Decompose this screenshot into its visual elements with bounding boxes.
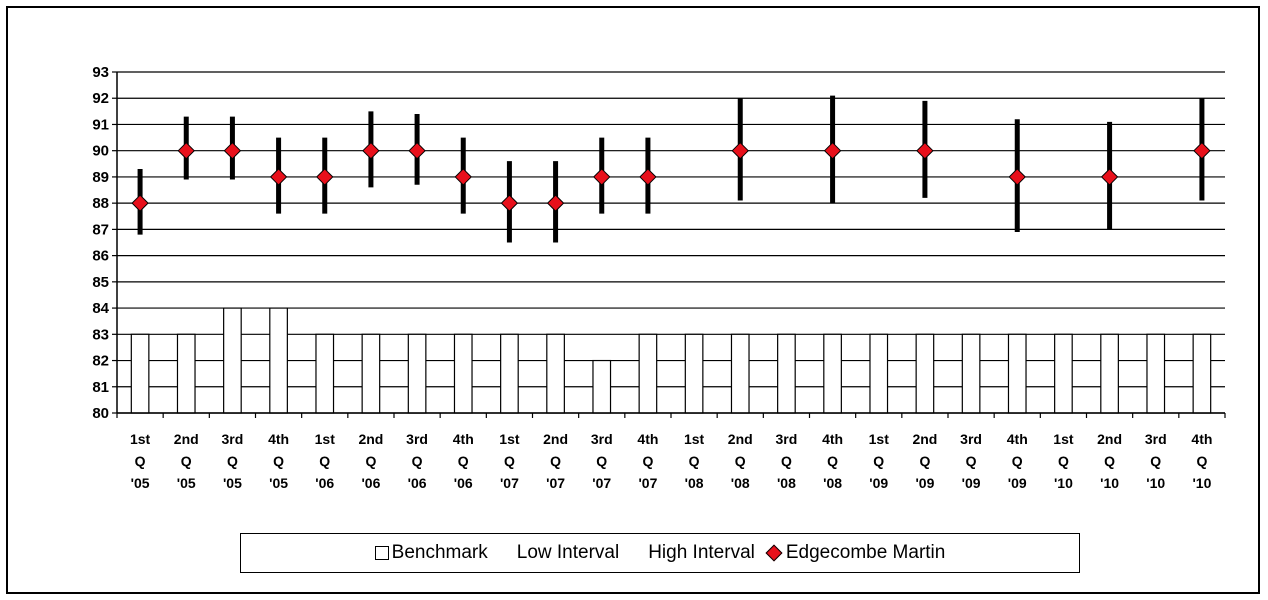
x-category-label: 1st Q '06 xyxy=(315,431,336,491)
legend-label-benchmark: Benchmark xyxy=(391,542,488,563)
x-category-label: 1st Q '10 xyxy=(1053,431,1074,491)
y-tick-label: 93 xyxy=(92,64,109,81)
chart-legend: Benchmark Low Interval High Interval Edg… xyxy=(240,533,1080,573)
benchmark-bar xyxy=(684,333,704,414)
x-category-label: 1st Q '08 xyxy=(684,431,705,491)
x-category-label: 4th Q '09 xyxy=(1007,431,1028,491)
edgecombe-martin-marker xyxy=(316,168,334,186)
benchmark-bar xyxy=(777,333,796,414)
x-category-label: 2nd Q '10 xyxy=(1097,431,1122,491)
legend-item-high-interval: High Interval xyxy=(629,542,755,564)
x-category-label: 1st Q '09 xyxy=(869,431,890,491)
legend-item-low-interval: Low Interval xyxy=(498,542,619,564)
y-tick-label: 81 xyxy=(92,379,109,396)
x-category-label: 3rd Q '05 xyxy=(222,431,244,491)
benchmark-bar xyxy=(730,333,750,414)
benchmark-bar xyxy=(1146,333,1166,414)
benchmark-bar xyxy=(869,333,889,414)
edgecombe-martin-marker xyxy=(454,168,472,186)
x-category-label: 4th Q '06 xyxy=(453,431,474,491)
benchmark-bar xyxy=(638,333,658,414)
x-category-label: 3rd Q '06 xyxy=(406,431,428,491)
x-category-label: 2nd Q '07 xyxy=(543,431,568,491)
y-tick-label: 85 xyxy=(92,274,109,291)
benchmark-bar xyxy=(592,359,612,414)
edgecombe-martin-marker xyxy=(223,141,242,160)
benchmark-bar xyxy=(1192,333,1212,414)
y-tick-label: 92 xyxy=(92,90,109,107)
benchmark-bar xyxy=(823,333,842,414)
x-category-label: 2nd Q '08 xyxy=(728,431,753,491)
legend-label-low-interval: Low Interval xyxy=(516,542,620,563)
edgecombe-martin-marker xyxy=(131,194,149,212)
benchmark-bar xyxy=(1007,333,1027,414)
benchmark-bar xyxy=(546,333,565,414)
x-category-label: 4th Q '07 xyxy=(637,431,658,491)
y-tick-label: 88 xyxy=(92,195,109,212)
legend-label-high-interval: High Interval xyxy=(648,542,755,563)
edgecombe-martin-marker xyxy=(269,168,288,186)
edgecombe-martin-marker xyxy=(639,168,657,186)
legend-item-edgecombe-martin: Edgecombe Martin xyxy=(765,542,945,564)
legend-diamond-icon xyxy=(765,544,783,562)
legend-label-edgecombe-martin: Edgecombe Martin xyxy=(785,542,946,563)
benchmark-bar xyxy=(130,333,150,414)
y-tick-label: 86 xyxy=(92,248,109,265)
benchmark-bar xyxy=(407,333,427,414)
legend-item-benchmark: Benchmark xyxy=(374,542,488,564)
y-tick-label: 89 xyxy=(92,169,109,186)
benchmark-bar xyxy=(1100,333,1119,414)
benchmark-bar xyxy=(176,333,196,414)
benchmark-bar xyxy=(269,307,288,414)
edgecombe-martin-marker xyxy=(546,194,565,212)
benchmark-bar xyxy=(223,307,242,414)
benchmark-bar xyxy=(453,333,473,414)
x-category-label: 3rd Q '10 xyxy=(1145,431,1167,491)
edgecombe-martin-marker xyxy=(1193,141,1211,160)
y-tick-label: 82 xyxy=(92,353,109,370)
chart-frame xyxy=(6,6,1260,594)
legend-swatch-benchmark xyxy=(374,546,389,560)
edgecombe-martin-marker xyxy=(1008,168,1026,186)
x-category-label: 3rd Q '09 xyxy=(960,431,982,491)
y-tick-label: 90 xyxy=(92,143,109,160)
edgecombe-martin-marker xyxy=(500,194,519,212)
benchmark-bar xyxy=(1054,333,1073,414)
y-tick-label: 87 xyxy=(92,221,109,238)
x-category-label: 3rd Q '08 xyxy=(776,431,798,491)
edgecombe-martin-marker xyxy=(362,141,380,160)
y-tick-label: 83 xyxy=(92,326,109,343)
benchmark-bar xyxy=(915,333,935,414)
y-tick-label: 80 xyxy=(92,405,109,422)
x-category-label: 3rd Q '07 xyxy=(591,431,613,491)
y-tick-label: 84 xyxy=(92,300,109,317)
x-category-label: 2nd Q '05 xyxy=(174,431,199,491)
edgecombe-martin-marker xyxy=(408,141,426,160)
x-category-label: 1st Q '07 xyxy=(499,431,520,491)
edgecombe-martin-marker xyxy=(1100,168,1119,186)
x-category-label: 4th Q '10 xyxy=(1191,431,1212,491)
x-category-label: 2nd Q '06 xyxy=(358,431,383,491)
benchmark-bar xyxy=(961,333,981,414)
benchmark-bar xyxy=(361,333,381,414)
x-category-label: 4th Q '05 xyxy=(268,431,289,491)
x-category-label: 1st Q '05 xyxy=(130,431,151,491)
benchmark-bar xyxy=(315,333,335,414)
edgecombe-martin-marker xyxy=(916,141,934,160)
edgecombe-martin-marker xyxy=(731,141,749,160)
x-category-label: 2nd Q '09 xyxy=(912,431,937,491)
edgecombe-martin-marker xyxy=(823,141,842,160)
x-category-label: 4th Q '08 xyxy=(822,431,843,491)
edgecombe-martin-marker xyxy=(177,141,195,160)
y-tick-label: 91 xyxy=(92,116,109,133)
edgecombe-martin-marker xyxy=(593,168,611,186)
benchmark-bar xyxy=(500,333,519,414)
